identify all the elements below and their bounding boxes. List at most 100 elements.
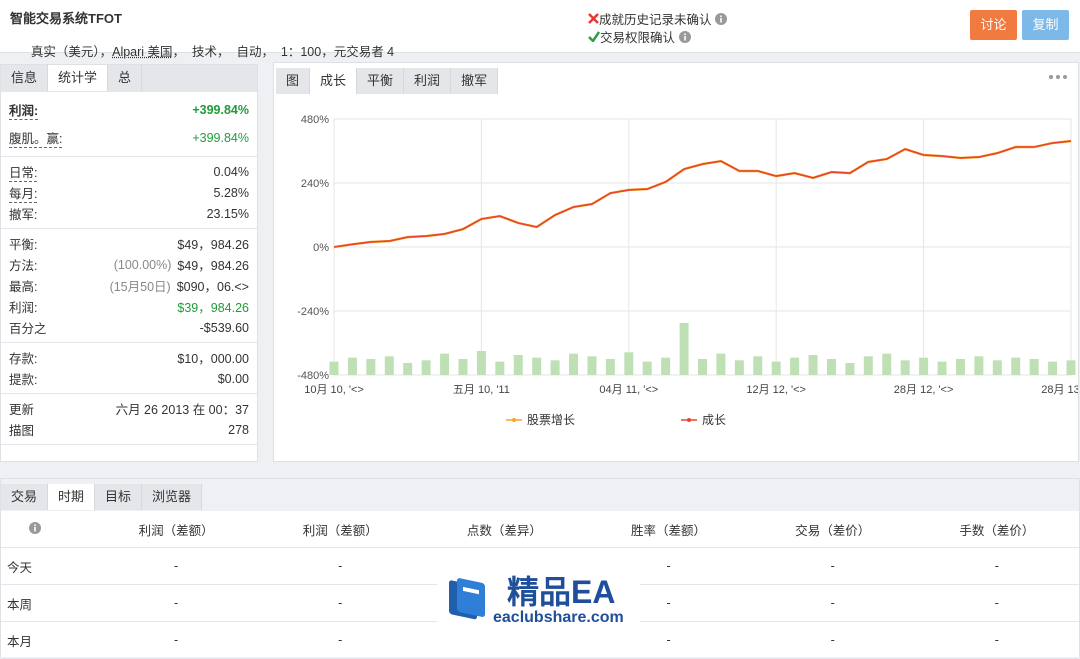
stats-label: 撤军: (9, 208, 38, 222)
volume-bar (1011, 357, 1021, 375)
tab[interactable]: 平衡 (357, 68, 405, 94)
volume-bar (347, 357, 357, 375)
stats-label: 利润: (9, 100, 39, 120)
table-cell: - (750, 547, 915, 585)
volume-bar (476, 351, 486, 375)
stats-row: 最高: (15月50日) $090，06.<> (1, 275, 257, 296)
info-icon[interactable] (678, 31, 691, 43)
tab[interactable]: 统计学 (48, 65, 109, 91)
stats-row: 平衡: $49，984.26 (1, 233, 257, 254)
volume-bar (734, 360, 744, 375)
period-tabs: 交易 时期 目标 浏览器 (1, 479, 1079, 511)
table-cell: - (914, 584, 1079, 622)
x-tick-label: 28月 12, '<> (894, 384, 954, 396)
column-header: 利润（差额） (94, 511, 259, 548)
legend-label[interactable]: 股票增长 (527, 413, 575, 427)
table-cell: - (258, 621, 423, 659)
volume-bar (753, 356, 763, 375)
stats-label: 平衡: (9, 238, 38, 252)
tab[interactable]: 利润 (404, 68, 452, 94)
info-icon[interactable] (29, 521, 41, 534)
stats-value: 5.28% (213, 185, 249, 200)
tab[interactable]: 总 (108, 65, 143, 91)
volume-bar (421, 360, 431, 375)
status-text: 成就历史记录未确认 (599, 13, 712, 27)
table-cell: - (750, 621, 915, 659)
menu-icon[interactable] (1048, 73, 1068, 81)
system-title: 智能交易系统TFOT (10, 11, 122, 26)
stats-label: 方法: (9, 259, 38, 273)
volume-bar (992, 360, 1002, 375)
table-cell: - (258, 547, 423, 585)
info-icon[interactable] (715, 13, 727, 25)
stats-label: 日常: (9, 162, 38, 182)
tab[interactable]: 浏览器 (142, 484, 203, 510)
column-header: 胜率（差额） (586, 511, 751, 548)
stats-label: 利润: (9, 301, 38, 315)
column-header: 点数（差异） (422, 511, 587, 548)
column-header: 手数（差价） (914, 511, 1079, 548)
volume-bar (808, 355, 818, 375)
stats-row: 描图 278 (1, 419, 257, 440)
tab[interactable]: 目标 (95, 484, 143, 510)
volume-bar (679, 323, 689, 375)
stats-row: 撤军: 23.15% (1, 203, 257, 224)
y-tick-label: -480% (297, 370, 329, 382)
volume-bar (900, 360, 910, 375)
stats-row: 每月: 5.28% (1, 182, 257, 203)
stats-panel: 信息 统计学总 利润: +399.84% 腹肌。赢: +399.84% 日常: 0.04% 每… (0, 64, 258, 462)
volume-bar (1029, 359, 1039, 375)
volume-bar (698, 359, 707, 375)
tab[interactable]: 图 (276, 68, 311, 94)
stats-value: $49，984.26 (177, 238, 249, 252)
series-line (333, 140, 1072, 248)
table-cell: - (258, 584, 423, 622)
column-header: 交易（差价） (750, 511, 915, 548)
volume-bar (532, 357, 542, 375)
legend-label[interactable]: 成长 (702, 413, 726, 427)
check-icon (588, 31, 601, 43)
volume-bar (826, 359, 836, 375)
discuss-button[interactable]: 讨论 (970, 10, 1017, 40)
volume-bar (790, 357, 800, 375)
volume-bar (716, 353, 726, 375)
tab[interactable]: 成长 (310, 68, 358, 94)
volume-bar (458, 359, 468, 375)
y-tick-label: 240% (301, 178, 329, 190)
stats-note: (100.00%) (113, 257, 172, 272)
column-header: 利润（差额） (258, 511, 423, 548)
chart-tabs: 图成长 平衡 利润 撤军 (276, 68, 499, 94)
table-cell: - (914, 547, 1079, 585)
stats-tabs: 信息 统计学总 (1, 65, 257, 92)
copy-button[interactable]: 复制 (1022, 10, 1069, 40)
stats-value: +399.84% (192, 131, 249, 145)
volume-bar (587, 356, 597, 375)
stats-label: 提款: (9, 373, 38, 387)
stats-row: 百分之 -$539.60 (1, 317, 257, 338)
tab[interactable]: 时期 (48, 484, 96, 510)
volume-bar (569, 353, 579, 375)
cross-icon (588, 13, 599, 24)
tab[interactable]: 撤军 (451, 68, 499, 94)
tab[interactable]: 交易 (1, 484, 49, 510)
watermark: 精品EA eaclubshare.com (437, 553, 640, 657)
stats-value: $49，984.26 (177, 259, 249, 273)
volume-bar (771, 361, 781, 375)
account-details: ， 技术， 自动， 1：100，元交易者 4 (172, 45, 395, 59)
stats-group: 更新 六月 26 2013 在 00：37 描图 278 (1, 394, 257, 445)
stats-label: 每月: (9, 183, 38, 203)
watermark-logo (449, 578, 485, 620)
broker-link[interactable]: Alpari 美国 (112, 45, 173, 59)
tab[interactable]: 信息 (1, 65, 49, 91)
header: 智能交易系统TFOT 真实（美元），Alpari 美国， 技术， 自动， 1：1… (0, 0, 1080, 59)
table-cell: - (94, 621, 259, 659)
stats-row: 提款: $0.00 (1, 368, 257, 389)
stats-label: 更新 (9, 403, 35, 417)
y-tick-label: -240% (297, 306, 329, 318)
stats-label: 存款: (9, 352, 38, 366)
stats-row: 腹肌。赢: +399.84% (1, 124, 257, 152)
stats-row: 更新 六月 26 2013 在 00：37 (1, 398, 257, 419)
volume-bar (440, 353, 450, 375)
stats-row: 日常: 0.04% (1, 161, 257, 182)
